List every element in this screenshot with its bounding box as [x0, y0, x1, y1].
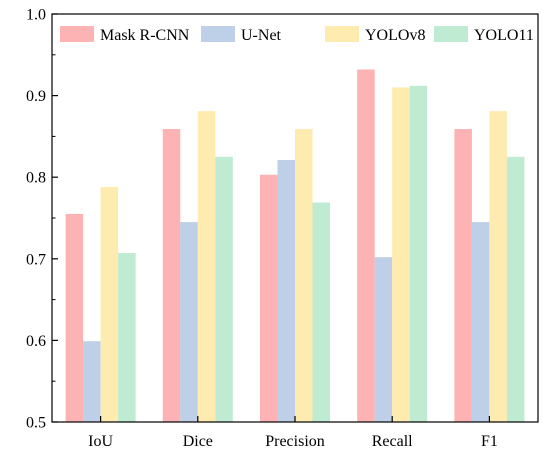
bar-mask-r-cnn-precision	[260, 174, 278, 422]
bar-yolov8-f1	[489, 111, 507, 422]
legend-swatch	[434, 26, 468, 42]
bars-layer	[65, 69, 525, 423]
legend-label: YOLO11	[474, 27, 534, 44]
x-tick-label: F1	[481, 433, 498, 450]
x-tick-label: Recall	[372, 433, 413, 450]
x-tick-label: Precision	[265, 433, 325, 450]
bar-yolo11-recall	[409, 85, 428, 422]
legend-swatch	[60, 26, 94, 42]
bar-mask-r-cnn-f1	[454, 129, 472, 422]
bar-u-net-recall	[374, 257, 393, 422]
bar-yolo11-dice	[215, 156, 233, 423]
legend-label: U-Net	[241, 27, 282, 44]
legend: Mask R-CNN U-Net YOLOv8 YOLO11	[60, 26, 534, 44]
bar-yolo11-f1	[506, 156, 525, 423]
y-tick-label: 1.0	[26, 7, 46, 24]
bar-u-net-dice	[180, 222, 198, 422]
axes-layer: 0.5 0.6 0.7 0.8 0.9 1.0 IoU Dice Precision Recall…	[26, 7, 539, 450]
legend-swatch	[325, 26, 359, 42]
x-tick-label: IoU	[88, 433, 113, 450]
bar-yolov8-precision	[295, 129, 313, 422]
bar-yolov8-iou	[100, 186, 119, 422]
bar-mask-r-cnn-recall	[357, 69, 375, 423]
bar-yolo11-iou	[118, 253, 136, 422]
y-tick-label: 0.9	[26, 88, 46, 105]
bar-u-net-f1	[471, 222, 490, 422]
y-tick-label: 0.5	[26, 415, 46, 432]
bar-yolov8-recall	[392, 87, 410, 422]
y-tick-label: 0.8	[26, 170, 46, 187]
y-tick-label: 0.6	[26, 333, 46, 350]
x-tick-label: Dice	[183, 433, 213, 450]
legend-label: Mask R-CNN	[100, 27, 190, 44]
y-tick-label: 0.7	[26, 251, 46, 268]
bar-yolo11-precision	[312, 202, 330, 422]
legend-label: YOLOv8	[365, 27, 425, 44]
bar-u-net-precision	[277, 160, 295, 422]
bar-mask-r-cnn-iou	[65, 213, 84, 422]
bar-mask-r-cnn-dice	[162, 129, 181, 422]
legend-swatch	[201, 26, 235, 42]
bar-yolov8-dice	[197, 111, 216, 422]
bar-u-net-iou	[83, 341, 101, 422]
